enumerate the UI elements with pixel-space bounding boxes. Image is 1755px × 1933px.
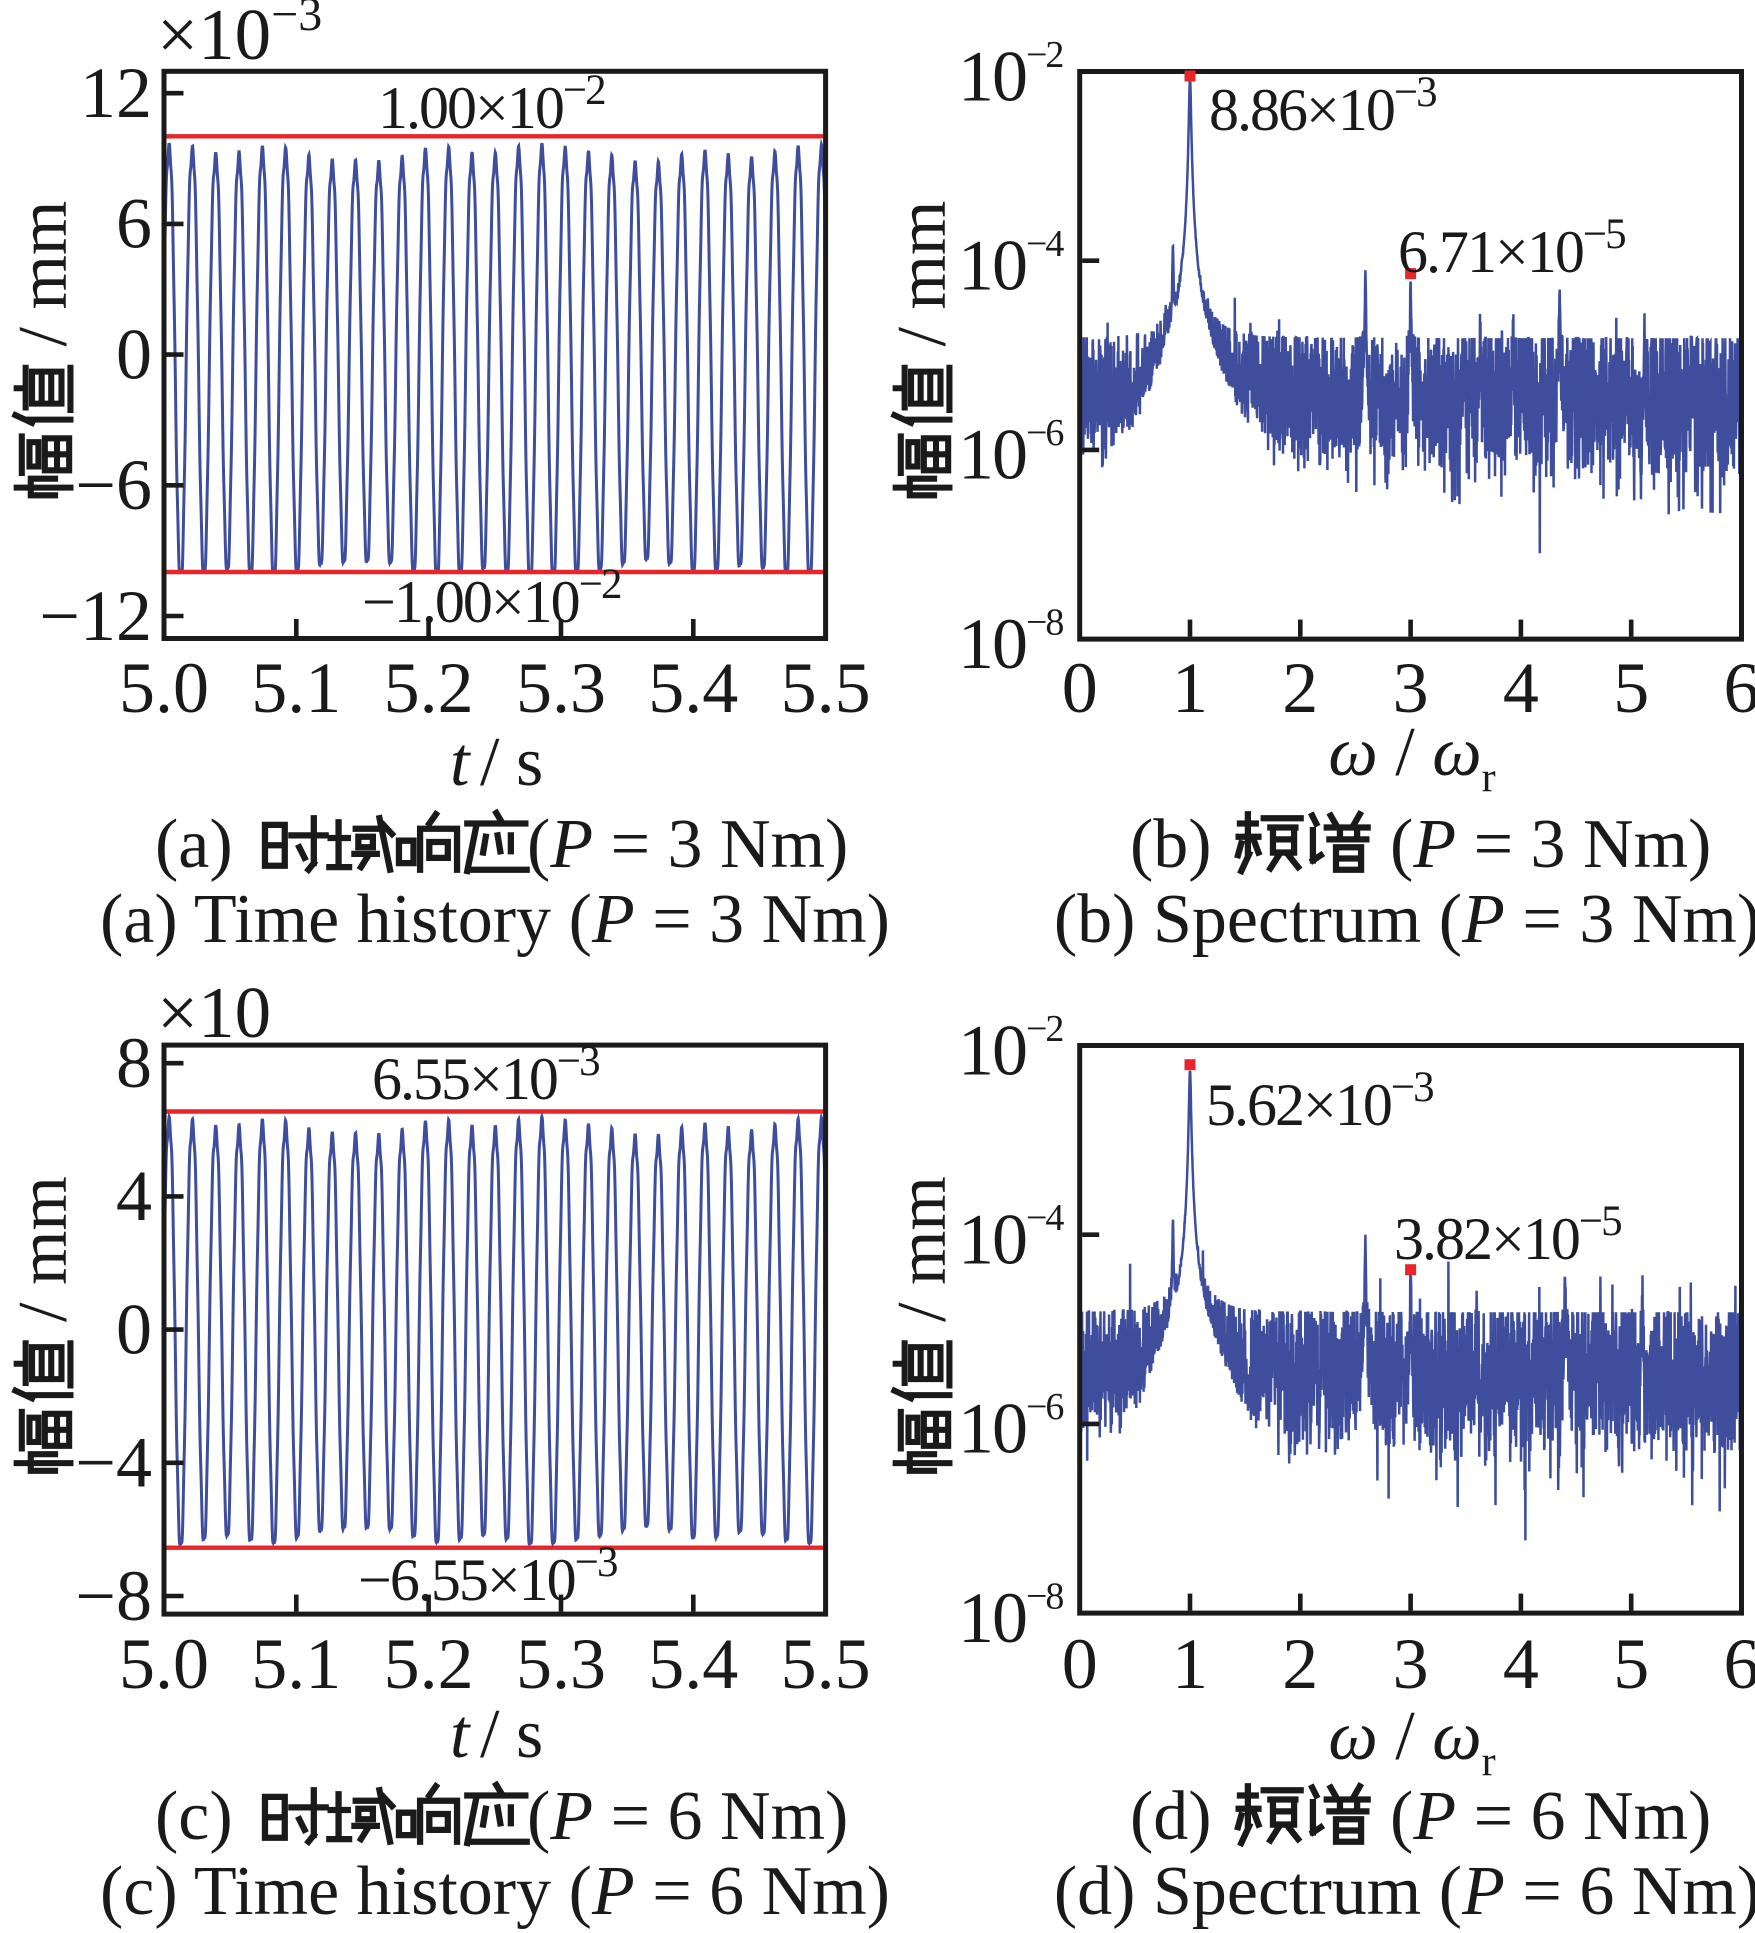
svg-text:1: 1: [1172, 1624, 1208, 1704]
svg-text:/ mm: / mm: [884, 1176, 961, 1322]
svg-text:5.2: 5.2: [384, 1624, 474, 1704]
svg-text:(P = 6 Nm): (P = 6 Nm): [527, 1778, 848, 1855]
svg-text:3: 3: [1393, 648, 1429, 728]
svg-text:ω / ωr: ω / ωr: [1328, 1698, 1495, 1785]
svg-text:5.4: 5.4: [648, 648, 738, 728]
svg-text:t: t: [450, 724, 471, 801]
svg-text:6: 6: [1724, 1624, 1755, 1704]
svg-text:(d): (d): [1130, 1778, 1212, 1855]
svg-text:(P = 3 Nm): (P = 3 Nm): [1390, 806, 1711, 883]
svg-text:5.5: 5.5: [781, 1624, 871, 1704]
svg-text:4: 4: [116, 1156, 152, 1236]
svg-text:0: 0: [116, 1289, 152, 1369]
svg-text:6.55×10−3: 6.55×10−3: [372, 1038, 599, 1112]
svg-text:5.0: 5.0: [119, 648, 209, 728]
svg-text:t: t: [450, 1696, 471, 1773]
svg-text:−12: −12: [39, 576, 152, 656]
svg-text:5.0: 5.0: [119, 1624, 209, 1704]
svg-text:(c): (c): [155, 1778, 233, 1855]
svg-text:5.4: 5.4: [648, 1624, 738, 1704]
svg-text:8: 8: [116, 1023, 152, 1103]
svg-text:s: s: [516, 1696, 543, 1773]
svg-text:0: 0: [1062, 1624, 1098, 1704]
svg-text:2: 2: [1282, 1624, 1318, 1704]
svg-text:5: 5: [1613, 648, 1649, 728]
svg-text:ω / ωr: ω / ωr: [1328, 714, 1495, 801]
svg-text:5.5: 5.5: [781, 648, 871, 728]
svg-text:6: 6: [1724, 648, 1755, 728]
svg-text:(P = 6 Nm): (P = 6 Nm): [1390, 1778, 1711, 1855]
svg-text:×10: ×10: [157, 972, 271, 1053]
svg-text:(b) Spectrum (P = 3 Nm): (b) Spectrum (P = 3 Nm): [1054, 881, 1755, 958]
svg-text:/ mm: / mm: [5, 1176, 82, 1322]
svg-text:2: 2: [1282, 648, 1318, 728]
svg-text:3: 3: [1393, 1624, 1429, 1704]
svg-text:5: 5: [1613, 1624, 1649, 1704]
svg-text:5.1: 5.1: [251, 1624, 341, 1704]
svg-text:/ mm: / mm: [5, 201, 82, 347]
svg-text:/: /: [480, 724, 500, 801]
svg-text:4: 4: [1503, 648, 1539, 728]
svg-text:/: /: [480, 1696, 500, 1773]
svg-text:(a): (a): [155, 806, 233, 883]
svg-text:5.2: 5.2: [384, 648, 474, 728]
svg-text:(d) Spectrum (P = 6 Nm): (d) Spectrum (P = 6 Nm): [1054, 1853, 1755, 1930]
svg-text:(b): (b): [1130, 806, 1212, 883]
svg-text:−4: −4: [75, 1423, 152, 1503]
svg-text:(P = 3 Nm): (P = 3 Nm): [527, 806, 848, 883]
svg-text:4: 4: [1503, 1624, 1539, 1704]
svg-text:1: 1: [1172, 648, 1208, 728]
svg-text:s: s: [516, 724, 543, 801]
svg-text:5.3: 5.3: [516, 648, 606, 728]
svg-text:/ mm: / mm: [884, 201, 961, 347]
svg-text:5.1: 5.1: [251, 648, 341, 728]
svg-text:5.3: 5.3: [516, 1624, 606, 1704]
svg-text:0: 0: [1062, 648, 1098, 728]
svg-text:−8: −8: [75, 1556, 152, 1636]
svg-text:−6: −6: [75, 445, 152, 525]
svg-text:10−2: 10−2: [958, 34, 1062, 117]
svg-text:(a) Time history (P = 3 Nm): (a) Time history (P = 3 Nm): [100, 881, 890, 958]
svg-text:(c) Time history (P = 6 Nm): (c) Time history (P = 6 Nm): [100, 1853, 890, 1930]
svg-text:12: 12: [80, 53, 152, 133]
svg-text:0: 0: [116, 314, 152, 394]
svg-text:6: 6: [116, 184, 152, 264]
